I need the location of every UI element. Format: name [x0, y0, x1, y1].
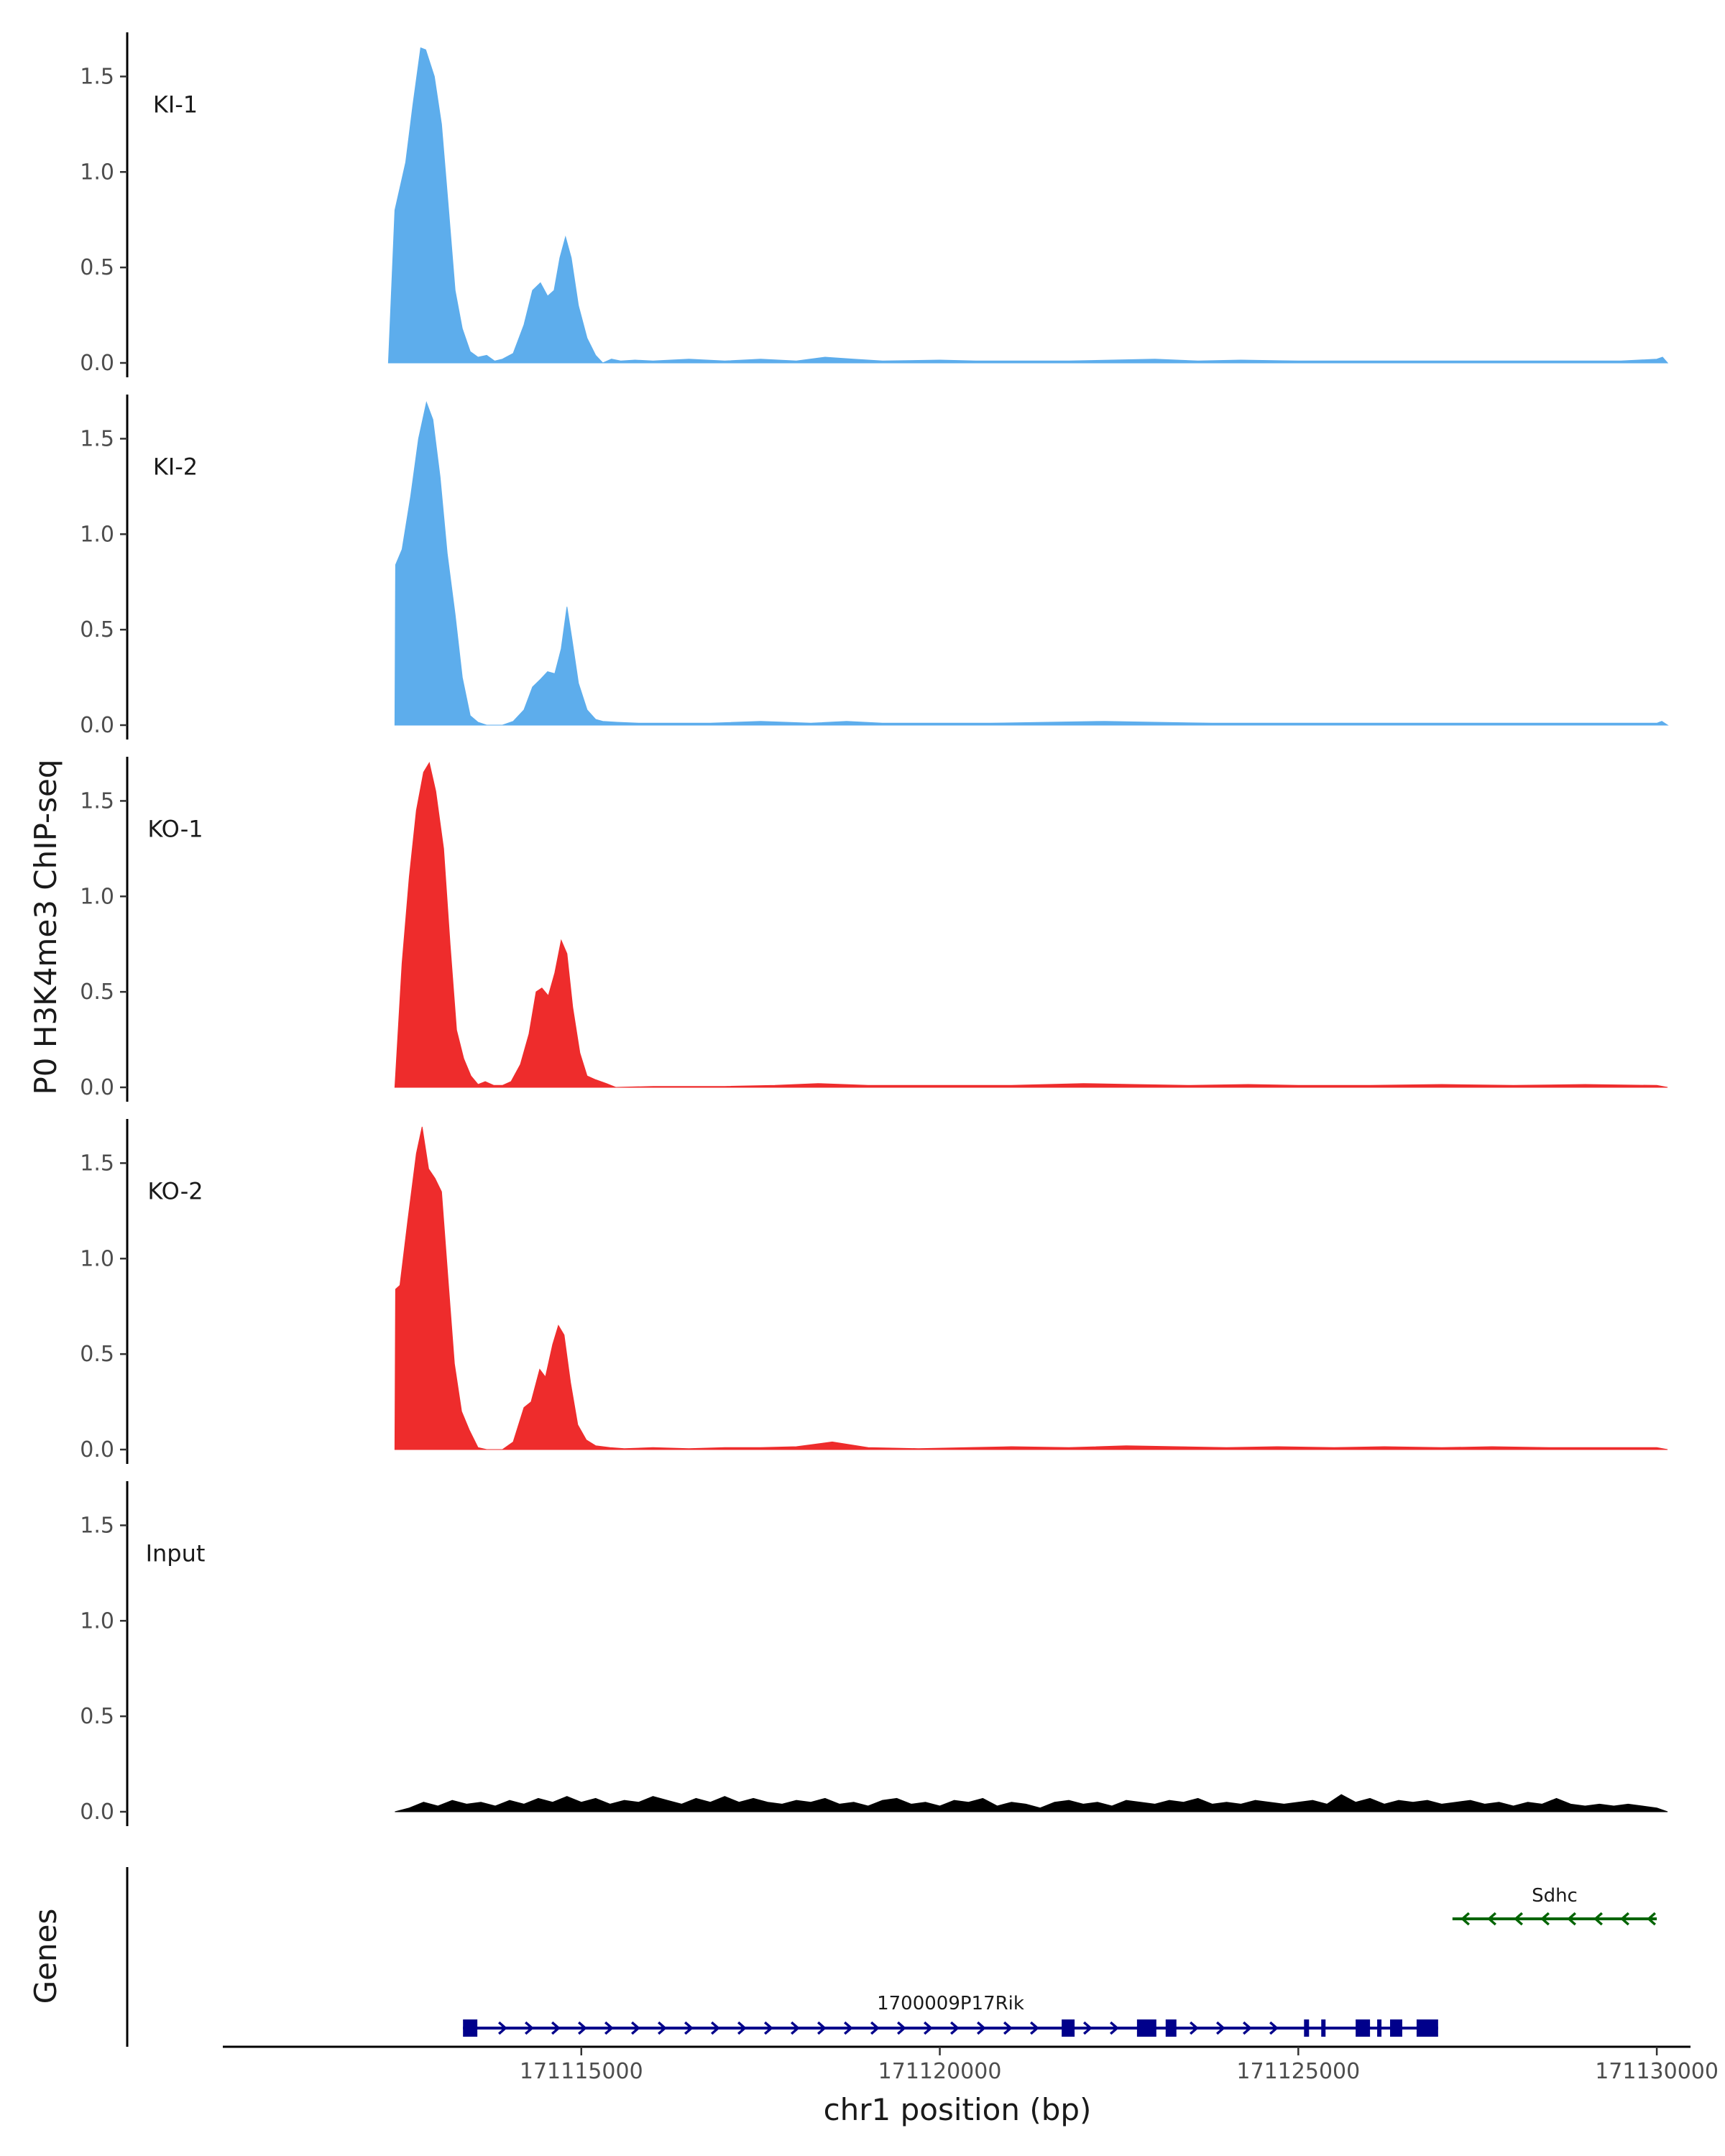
strand-chevron: [578, 2021, 587, 2035]
strand-chevron: [1030, 2021, 1039, 2035]
strand-chevron: [1647, 1912, 1656, 1926]
gene-1700009p17rik: 1700009P17Rik: [463, 1993, 1438, 2037]
strand-chevron: [1216, 2021, 1225, 2035]
gene-exon: [1356, 2019, 1371, 2037]
y-tick-label: 0.0: [80, 713, 114, 738]
track-ko-1: 0.0 0.5 1.0 1.5 KO-1: [80, 757, 1668, 1102]
strand-chevron: [1567, 1912, 1576, 1926]
y-tick-label: 0.5: [80, 1704, 114, 1729]
strand-chevron: [1514, 1912, 1523, 1926]
track-label: Input: [146, 1539, 206, 1567]
gene-exon: [1377, 2019, 1382, 2037]
track-ko-2: 0.0 0.5 1.0 1.5 KO-2: [80, 1119, 1668, 1464]
gene-sdhc: Sdhc: [1452, 1885, 1657, 1926]
strand-chevron: [817, 2021, 827, 2035]
gene-exon: [1416, 2019, 1438, 2037]
y-tick-label: 0.5: [80, 1342, 114, 1367]
strand-chevron: [1593, 1912, 1603, 1926]
strand-chevron: [1003, 2021, 1013, 2035]
strand-chevron: [764, 2021, 773, 2035]
gene-exon: [1321, 2019, 1326, 2037]
strand-chevron: [711, 2021, 720, 2035]
track-label: KO-1: [147, 815, 203, 842]
strand-chevron: [525, 2021, 534, 2035]
y-tick-label: 0.0: [80, 351, 114, 376]
gene-exon: [463, 2019, 478, 2037]
gene-exon: [1062, 2019, 1075, 2037]
strand-chevron: [1110, 2021, 1119, 2035]
area-ko-2: [394, 1126, 1668, 1450]
y-tick-label: 0.5: [80, 617, 114, 642]
strand-chevron: [977, 2021, 986, 2035]
y-tick-label: 1.5: [80, 1513, 114, 1538]
x-tick-label: 171130000: [1595, 2059, 1719, 2084]
y-tick-label: 0.0: [80, 1437, 114, 1462]
strand-chevron: [1487, 1912, 1496, 1926]
gene-label: Sdhc: [1532, 1885, 1578, 1907]
y-tick-label: 1.0: [80, 522, 114, 547]
strand-chevron: [870, 2021, 880, 2035]
area-ki-1: [387, 47, 1669, 364]
gene-exon: [1136, 2019, 1156, 2037]
genes-track: Genes 1700009P17Rik Sdhc: [28, 1867, 1657, 2047]
y-tick-label: 0.5: [80, 255, 114, 280]
track-label: KI-2: [153, 453, 198, 480]
track-label: KI-1: [153, 91, 198, 118]
strand-chevron: [1190, 2021, 1199, 2035]
strand-chevron: [1083, 2021, 1092, 2035]
strand-chevron: [950, 2021, 960, 2035]
strand-chevron: [551, 2021, 561, 2035]
gene-exon: [1165, 2019, 1177, 2037]
y-tick-label: 1.0: [80, 1608, 114, 1634]
track-ki-1: 0.0 0.5 1.0 1.5 KI-1: [80, 32, 1669, 377]
y-tick-label: 0.0: [80, 1075, 114, 1100]
area-ko-1: [394, 761, 1668, 1088]
y-tick-label: 1.5: [80, 426, 114, 451]
strand-chevron: [1540, 1912, 1550, 1926]
x-tick-label: 171120000: [878, 2059, 1002, 2084]
y-tick-label: 1.0: [80, 884, 114, 909]
gene-exon: [1304, 2019, 1310, 2037]
y-tick-label: 1.0: [80, 160, 114, 185]
strand-chevron: [498, 2021, 507, 2035]
track-ki-2: 0.0 0.5 1.0 1.5 KI-2: [80, 395, 1669, 740]
strand-chevron: [844, 2021, 853, 2035]
gene-exon: [1390, 2019, 1402, 2037]
strand-chevron: [684, 2021, 694, 2035]
genes-axis-title: Genes: [28, 1909, 63, 2004]
y-tick-label: 1.5: [80, 788, 114, 814]
strand-chevron: [924, 2021, 933, 2035]
strand-chevron: [1620, 1912, 1629, 1926]
y-tick-label: 1.0: [80, 1246, 114, 1271]
area-ki-2: [394, 401, 1669, 726]
track-label: KO-2: [147, 1177, 203, 1204]
x-axis: 171115000 171120000 171125000 171130000: [223, 2045, 1719, 2084]
y-tick-label: 1.5: [80, 1151, 114, 1176]
x-tick-label: 171125000: [1236, 2059, 1360, 2084]
strand-chevron: [1460, 1912, 1470, 1926]
x-tick-label: 171115000: [520, 2059, 643, 2084]
x-axis-title: chr1 position (bp): [824, 2092, 1092, 2127]
strand-chevron: [737, 2021, 747, 2035]
y-tick-label: 0.5: [80, 980, 114, 1005]
y-axis-title: P0 H3K4me3 ChIP-seq: [28, 759, 63, 1095]
y-tick-label: 0.0: [80, 1800, 114, 1825]
strand-chevron: [791, 2021, 800, 2035]
strand-chevron: [604, 2021, 614, 2035]
strand-chevron: [658, 2021, 667, 2035]
strand-chevron: [1243, 2021, 1252, 2035]
y-tick-label: 1.5: [80, 64, 114, 89]
strand-chevron: [631, 2021, 640, 2035]
gene-label: 1700009P17Rik: [877, 1993, 1024, 2014]
track-input: 0.0 0.5 1.0 1.5 Input: [80, 1481, 1668, 1826]
strand-chevron: [897, 2021, 906, 2035]
chip-tracks: 0.0 0.5 1.0 1.5 KI-1 0.0 0.5 1.0 1.5 KI-2 0.0 0.5 1.…: [80, 32, 1669, 1826]
strand-chevron: [1269, 2021, 1279, 2035]
area-input: [395, 1794, 1668, 1812]
